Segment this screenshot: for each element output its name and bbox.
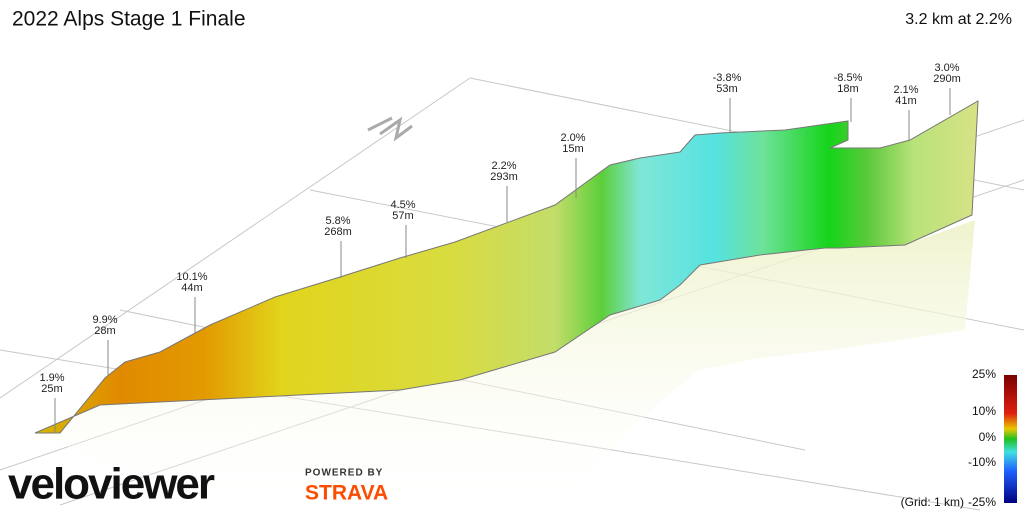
summary: 3.2 km at 2.2% <box>905 11 1012 28</box>
legend-label: 25% <box>972 367 996 381</box>
profile-reflection <box>35 220 975 500</box>
segment-grade: 4.5% <box>390 199 415 211</box>
segment-labels: 1.9%25m 9.9%28m 10.1%44m 5.8%268m 4.5%57m 2.2… <box>39 62 961 433</box>
segment-grade: 1.9% <box>39 372 64 384</box>
logo: veloviewer <box>8 460 215 509</box>
segment-length: 53m <box>716 83 737 95</box>
segment-length: 15m <box>562 143 583 155</box>
segment-grade: 9.9% <box>92 314 117 326</box>
legend: 25% 10% 0% -10% -25% (Grid: 1 km) <box>901 367 997 509</box>
segment-grade: 3.0% <box>934 62 959 74</box>
partner-logo: STRAVA <box>305 482 388 505</box>
legend-label: 10% <box>972 404 996 418</box>
segment-grade: 2.2% <box>491 160 516 172</box>
segment-length: 290m <box>933 73 961 85</box>
profile-surface <box>34 100 979 434</box>
legend-scale <box>1004 375 1017 503</box>
segment-grade: 5.8% <box>325 215 350 227</box>
segment-grade: -3.8% <box>713 72 742 84</box>
powered-by: POWERED BY <box>305 468 383 479</box>
legend-label: -10% <box>968 455 996 469</box>
segment-length: 268m <box>324 226 352 238</box>
segment-grade: -8.5% <box>834 72 863 84</box>
segment-length: 18m <box>837 83 858 95</box>
segment-length: 41m <box>895 95 916 107</box>
segment-grade: 2.0% <box>560 132 585 144</box>
segment-length: 44m <box>181 282 202 294</box>
legend-label: -25% <box>968 495 996 509</box>
title: 2022 Alps Stage 1 Finale <box>12 8 246 31</box>
segment-length: 28m <box>94 325 115 337</box>
segment-grade: 2.1% <box>893 84 918 96</box>
segment-grade: 10.1% <box>176 271 207 283</box>
segment-length: 25m <box>41 383 62 395</box>
segment-length: 293m <box>490 171 518 183</box>
segment-length: 57m <box>392 210 413 222</box>
grid-note: (Grid: 1 km) <box>901 495 964 509</box>
legend-label: 0% <box>979 430 997 444</box>
